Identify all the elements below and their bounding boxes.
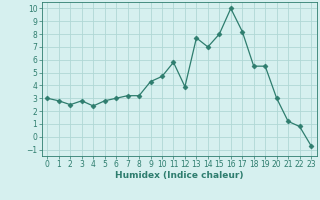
X-axis label: Humidex (Indice chaleur): Humidex (Indice chaleur) xyxy=(115,171,244,180)
